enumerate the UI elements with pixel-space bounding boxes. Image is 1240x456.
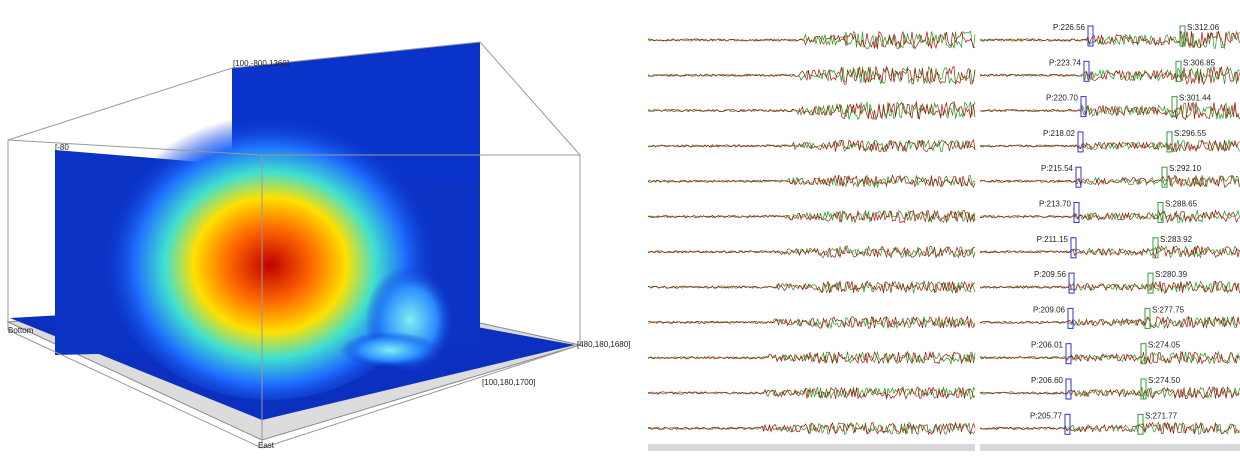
p-pick <box>1065 414 1070 434</box>
p-pick <box>1068 308 1073 328</box>
s-pick-label: S:274.50 <box>1148 376 1181 385</box>
p-pick-label: P:226.56 <box>1053 23 1086 32</box>
s-pick-label: S:301.44 <box>1179 94 1212 103</box>
trace <box>648 66 975 84</box>
trace <box>980 175 1240 187</box>
s-pick-label: S:271.77 <box>1145 411 1178 420</box>
trace <box>980 102 1240 119</box>
p-pick-label: P:218.02 <box>1043 129 1076 138</box>
p-pick <box>1066 379 1071 399</box>
s-pick-label: S:277.75 <box>1152 305 1185 314</box>
trace <box>648 31 975 49</box>
trace <box>648 317 975 328</box>
p-pick-label: P:205.77 <box>1030 411 1063 420</box>
trace <box>980 387 1240 399</box>
trace <box>648 211 975 223</box>
s-pick-label: S:274.05 <box>1148 341 1181 350</box>
volume-label: Bottom <box>8 326 34 335</box>
s-pick-label: S:292.10 <box>1169 164 1202 173</box>
p-pick-label: P:213.70 <box>1039 200 1072 209</box>
p-pick-label: P:223.74 <box>1049 58 1082 67</box>
p-pick <box>1074 203 1079 223</box>
volume-view: [100,-800,1360] [-80 Bottom [480,180,168… <box>8 42 630 450</box>
p-pick-label: P:220.70 <box>1046 94 1079 103</box>
time-axis <box>980 444 1240 451</box>
s-pick-label: S:288.65 <box>1165 200 1198 209</box>
volume-label: [100,180,1700] <box>482 378 535 387</box>
p-pick-label: P:206.60 <box>1031 376 1064 385</box>
p-pick <box>1066 344 1071 364</box>
trace <box>648 175 975 187</box>
p-pick-label: P:209.56 <box>1034 270 1067 279</box>
p-pick-label: P:211.15 <box>1037 235 1069 244</box>
s-pick-label: S:283.92 <box>1160 235 1193 244</box>
p-pick-label: P:215.54 <box>1041 164 1074 173</box>
p-pick-label: P:209.06 <box>1033 305 1066 314</box>
volume-label: East <box>258 441 275 450</box>
figure: [100,-800,1360] [-80 Bottom [480,180,168… <box>0 0 1240 451</box>
s-pick-label: S:296.55 <box>1174 129 1207 138</box>
trace <box>980 211 1240 223</box>
p-pick <box>1088 26 1093 46</box>
volume-label: [480,180,1680] <box>577 340 630 349</box>
seismograms: P:226.56 S:312.06 P:223.74 S:306.85 P:220.70… <box>648 23 1240 434</box>
volume-label: [100,-800,1360] <box>233 59 289 68</box>
trace <box>980 66 1240 84</box>
trace <box>648 352 975 364</box>
page: [100,-800,1360] [-80 Bottom [480,180,168… <box>0 0 1240 456</box>
p-pick-label: P:206.01 <box>1031 341 1064 350</box>
volume-label: [-80 <box>55 143 69 152</box>
heat-region <box>340 332 440 368</box>
s-pick-label: S:306.85 <box>1183 58 1216 67</box>
s-pick-label: S:312.06 <box>1187 23 1220 32</box>
time-axis <box>648 444 975 451</box>
s-pick <box>1172 97 1177 117</box>
s-pick-label: S:280.39 <box>1155 270 1188 279</box>
trace <box>980 246 1240 257</box>
